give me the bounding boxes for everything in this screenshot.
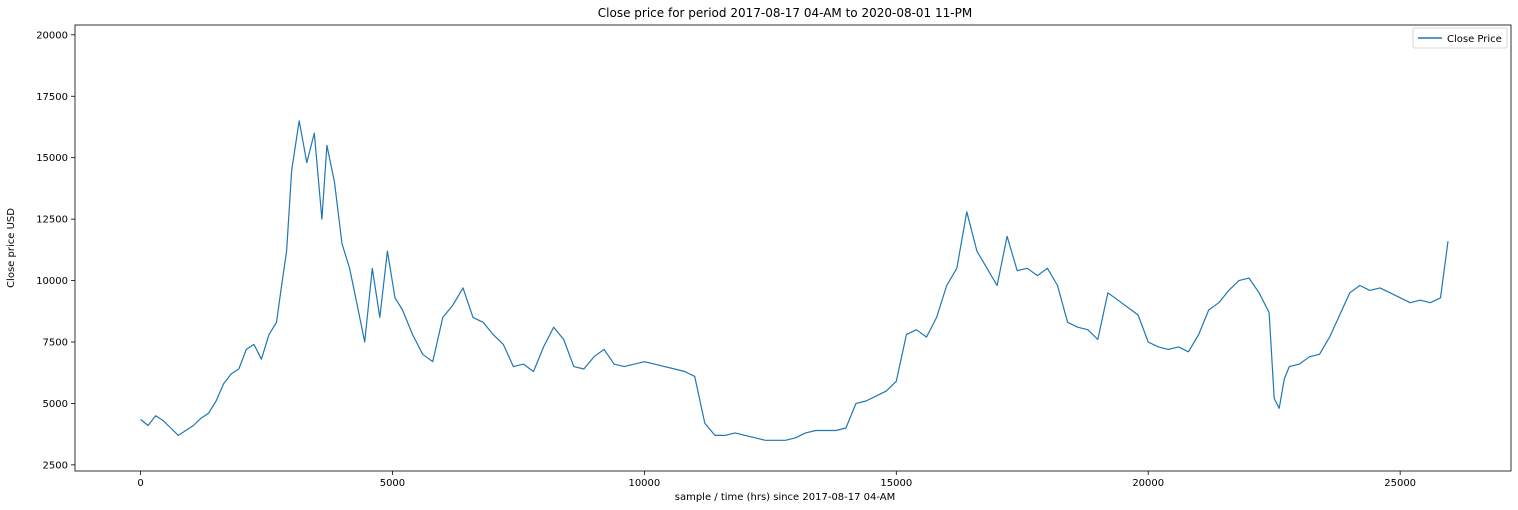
x-tick-label: 25000 xyxy=(1384,478,1416,489)
y-tick-label: 20000 xyxy=(36,30,68,41)
legend-entry-close-price: Close Price xyxy=(1447,34,1502,45)
chart-title: Close price for period 2017-08-17 04-AM … xyxy=(598,6,972,20)
plot-area xyxy=(74,24,1512,472)
y-tick-label: 17500 xyxy=(36,92,68,103)
y-axis-label: Close price USD xyxy=(6,208,17,288)
x-tick-label: 5000 xyxy=(380,478,405,489)
y-tick-label: 7500 xyxy=(43,337,68,348)
legend: Close Price xyxy=(1412,27,1508,49)
y-tick-label: 10000 xyxy=(36,276,68,287)
x-tick-label: 15000 xyxy=(880,478,912,489)
series-line-close-price xyxy=(140,120,1449,441)
x-axis-label: sample / time (hrs) since 2017-08-17 04-… xyxy=(675,492,896,503)
x-tick-label: 0 xyxy=(137,478,143,489)
y-tick-label: 2500 xyxy=(43,460,68,471)
legend-box xyxy=(1412,27,1508,49)
x-tick-label: 10000 xyxy=(628,478,660,489)
y-tick-label: 5000 xyxy=(43,399,68,410)
x-axis: 0 5000 10000 15000 20000 25000 xyxy=(137,471,1416,489)
x-tick-label: 20000 xyxy=(1132,478,1164,489)
y-tick-label: 12500 xyxy=(36,215,68,226)
y-axis: 2500 5000 7500 10000 12500 15000 17500 20000 xyxy=(36,30,75,471)
y-tick-label: 15000 xyxy=(36,153,68,164)
